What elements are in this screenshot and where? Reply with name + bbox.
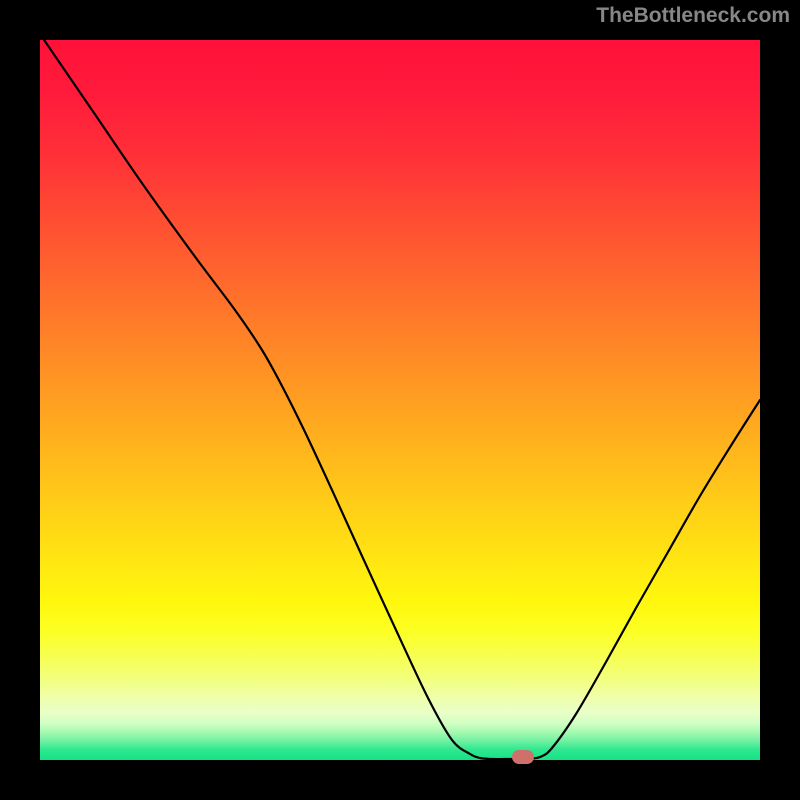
chart-stage: TheBottleneck.com bbox=[0, 0, 800, 800]
watermark-text: TheBottleneck.com bbox=[596, 4, 790, 28]
chart-background bbox=[0, 0, 800, 800]
plot-area-gradient bbox=[40, 40, 760, 760]
optimum-marker bbox=[512, 750, 534, 764]
